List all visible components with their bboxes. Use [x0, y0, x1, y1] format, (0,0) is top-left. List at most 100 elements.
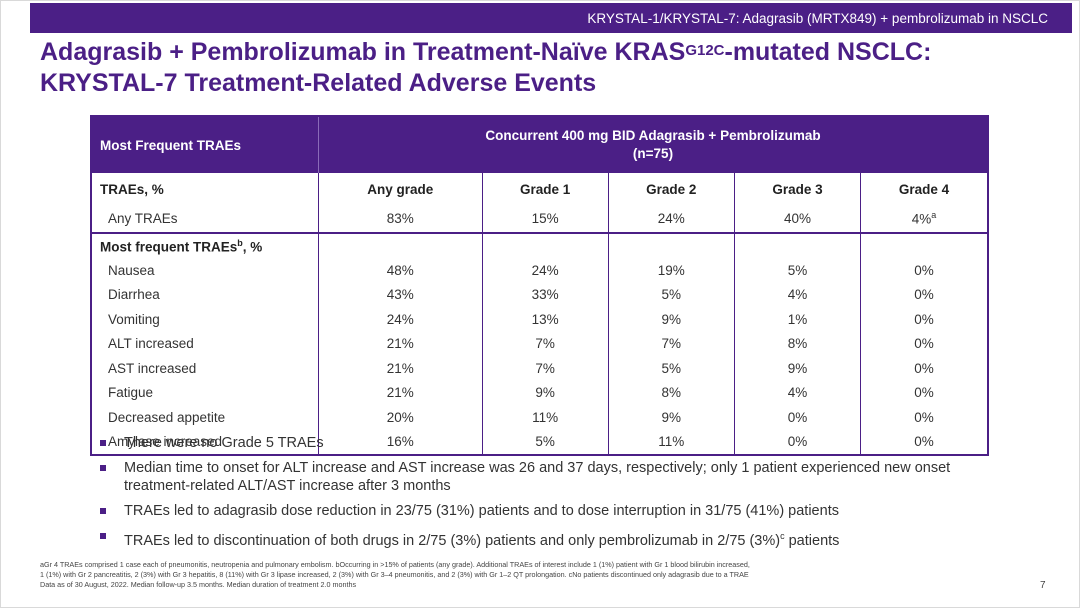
cell	[860, 233, 988, 258]
footnote-line: 1 (1%) with Gr 2 pancreatitis, 2 (3%) wi…	[40, 570, 749, 579]
row-label: Diarrhea	[108, 287, 160, 303]
cell: 83%	[318, 205, 482, 234]
table-row: Amylase increased 16% 5% 11% 0% 0%	[91, 429, 988, 455]
list-item: TRAEs led to adagrasib dose reduction in…	[100, 502, 1000, 520]
cell: 11%	[607, 429, 735, 455]
table-row: Nausea 48% 24% 19% 5% 0%	[91, 258, 988, 283]
header-banner: KRYSTAL-1/KRYSTAL-7: Adagrasib (MRTX849)…	[30, 3, 1072, 33]
row-label: Amylase increased	[108, 434, 223, 450]
footnote-marker: b	[237, 237, 243, 248]
bullet-text: Median time to onset for ALT increase an…	[124, 460, 951, 494]
header-regimen-line2: (n=75)	[632, 146, 674, 161]
cell: 0%	[860, 307, 988, 332]
title-line1-end: -mutated NSCLC:	[724, 38, 932, 66]
footnote-marker: c	[780, 531, 785, 541]
cell: 15%	[481, 205, 609, 234]
cell: 5%	[733, 258, 861, 283]
cell	[481, 233, 609, 258]
cell: 43%	[318, 282, 482, 307]
slide-title: Adagrasib + Pembrolizumab in Treatment-N…	[40, 37, 1040, 99]
cell: 24%	[318, 307, 482, 332]
cell: 5%	[607, 356, 735, 381]
footnote-marker: a	[931, 210, 937, 221]
cell: 40%	[733, 205, 861, 234]
cell: 1%	[733, 307, 861, 332]
cell: 0%	[733, 405, 861, 430]
row-label: AST increased	[108, 360, 197, 376]
cell: 24%	[481, 258, 609, 283]
cell: 4%	[733, 282, 861, 307]
cell: 33%	[481, 282, 609, 307]
footnote-line: Data as of 30 August, 2022. Median follo…	[40, 580, 357, 589]
footnote-line: aGr 4 TRAEs comprised 1 case each of pne…	[40, 560, 750, 569]
bullet-text: TRAEs led to adagrasib dose reduction in…	[124, 503, 839, 519]
title-line1-main: Adagrasib + Pembrolizumab in Treatment-N…	[40, 38, 686, 66]
cell: 5%	[607, 282, 735, 307]
row-label: Vomiting	[108, 311, 160, 327]
table-header-row: Most Frequent TRAEs Concurrent 400 mg BI…	[91, 116, 988, 173]
col-grade-2: Grade 2	[607, 173, 735, 205]
bullet-list: There were no Grade 5 TRAEs Median time …	[100, 434, 1000, 557]
row-label: Nausea	[108, 262, 155, 278]
column-header-row: TRAEs, % Any grade Grade 1 Grade 2 Grade…	[91, 173, 988, 205]
header-regimen-line1: Concurrent 400 mg BID Adagrasib + Pembro…	[485, 128, 821, 143]
bullet-marker-icon	[100, 508, 106, 514]
bullet-marker-icon	[100, 440, 106, 446]
trae-table: Most Frequent TRAEs Concurrent 400 mg BI…	[90, 115, 989, 456]
title-line2: KRYSTAL-7 Treatment-Related Adverse Even…	[40, 69, 597, 97]
cell	[318, 233, 482, 258]
cell: 7%	[607, 331, 735, 356]
section-row: Most frequent TRAEsb, %	[91, 233, 988, 258]
row-label: Any TRAEs	[91, 205, 319, 234]
section-label: Most frequent TRAEsb, %	[91, 233, 319, 258]
cell	[733, 233, 861, 258]
list-item: TRAEs led to discontinuation of both dru…	[100, 527, 1000, 550]
bullet-text: There were no Grade 5 TRAEs	[124, 435, 324, 451]
bullet-text: TRAEs led to discontinuation of both dru…	[124, 532, 781, 549]
table-row: Diarrhea 43% 33% 5% 4% 0%	[91, 282, 988, 307]
col-grade-1: Grade 1	[481, 173, 609, 205]
cell: 48%	[318, 258, 482, 283]
section-suffix: , %	[242, 239, 263, 255]
cell: 21%	[318, 380, 482, 405]
row-label: ALT increased	[108, 336, 194, 352]
row-label: Fatigue	[108, 385, 154, 401]
table-row: ALT increased 21% 7% 7% 8% 0%	[91, 331, 988, 356]
banner-text: KRYSTAL-1/KRYSTAL-7: Adagrasib (MRTX849)…	[587, 10, 1048, 26]
col-grade-4: Grade 4	[860, 173, 988, 205]
cell: 0%	[860, 258, 988, 283]
cell: 0%	[860, 331, 988, 356]
table-row: Decreased appetite 20% 11% 9% 0% 0%	[91, 405, 988, 430]
row-label: Decreased appetite	[108, 409, 226, 425]
table-row: AST increased 21% 7% 5% 9% 0%	[91, 356, 988, 381]
cell: 20%	[318, 405, 482, 430]
cell: 21%	[318, 331, 482, 356]
cell: 13%	[481, 307, 609, 332]
any-traes-row: Any TRAEs 83% 15% 24% 40% 4%a	[91, 205, 988, 234]
list-item: There were no Grade 5 TRAEs	[100, 434, 1000, 452]
list-item: Median time to onset for ALT increase an…	[100, 459, 1000, 495]
title-superscript: G12C	[685, 42, 725, 59]
col-traes: TRAEs, %	[100, 181, 164, 197]
cell: 0%	[860, 282, 988, 307]
table-row: Vomiting 24% 13% 9% 1% 0%	[91, 307, 988, 332]
cell: 9%	[733, 356, 861, 381]
page-number: 7	[1040, 580, 1046, 591]
bullet-marker-icon	[100, 465, 106, 471]
cell: 0%	[860, 405, 988, 430]
col-any-grade: Any grade	[318, 173, 482, 205]
cell: 0%	[860, 380, 988, 405]
cell: 9%	[481, 380, 609, 405]
header-regimen: Concurrent 400 mg BID Adagrasib + Pembro…	[318, 116, 988, 173]
cell: 16%	[318, 429, 482, 455]
cell: 9%	[607, 307, 735, 332]
cell: 21%	[318, 356, 482, 381]
bullet-marker-icon	[100, 533, 106, 539]
cell: 7%	[481, 331, 609, 356]
grade4-value: 4%	[911, 211, 932, 227]
footnotes: aGr 4 TRAEs comprised 1 case each of pne…	[40, 560, 980, 590]
col-grade-3: Grade 3	[733, 173, 861, 205]
cell: 0%	[860, 356, 988, 381]
cell: 0%	[733, 429, 861, 455]
cell	[607, 233, 735, 258]
